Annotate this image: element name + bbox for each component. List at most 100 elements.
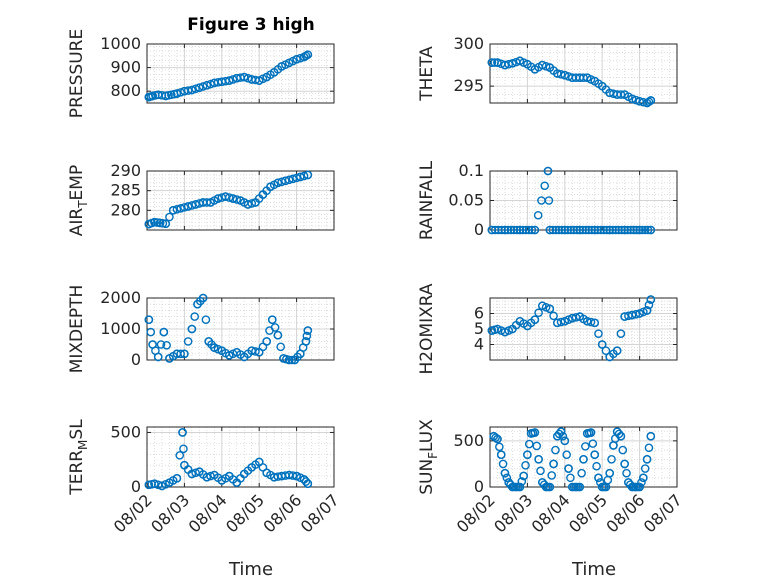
data-marker xyxy=(640,464,650,473)
data-marker xyxy=(618,445,628,455)
data-marker xyxy=(545,304,555,314)
data-marker xyxy=(191,84,200,94)
data-marker xyxy=(159,327,169,337)
data-marker xyxy=(560,436,570,446)
data-series xyxy=(487,56,656,108)
data-marker xyxy=(178,428,187,437)
y-tick-label: 500 xyxy=(110,422,141,441)
x-tick-label: 08/02 xyxy=(110,490,156,536)
data-marker xyxy=(150,217,159,227)
data-marker xyxy=(202,81,212,90)
data-marker xyxy=(541,62,551,71)
data-marker xyxy=(161,91,170,101)
data-marker xyxy=(187,469,197,479)
data-marker xyxy=(534,308,543,318)
data-marker xyxy=(176,204,185,213)
data-series xyxy=(144,293,313,365)
data-marker xyxy=(530,64,540,74)
data-marker xyxy=(251,347,260,356)
data-marker xyxy=(551,445,560,455)
data-marker xyxy=(487,326,497,335)
data-marker xyxy=(533,210,543,220)
data-marker xyxy=(556,317,566,327)
data-marker xyxy=(236,196,245,205)
data-marker xyxy=(144,92,154,102)
data-marker xyxy=(198,82,208,91)
data-series xyxy=(144,428,313,491)
data-marker xyxy=(276,342,286,352)
data-marker xyxy=(224,76,234,85)
data-marker xyxy=(144,480,154,490)
data-marker xyxy=(202,472,212,482)
data-marker xyxy=(521,225,531,235)
data-marker xyxy=(217,476,227,485)
y-axis-label: AIRTEMP xyxy=(67,165,90,236)
plot-area xyxy=(147,427,334,487)
data-marker xyxy=(637,478,646,487)
data-marker xyxy=(575,225,585,235)
data-marker xyxy=(578,225,588,235)
data-marker xyxy=(301,477,311,486)
data-marker xyxy=(530,225,540,235)
data-marker xyxy=(284,58,294,68)
data-marker xyxy=(594,473,603,483)
y-tick-label: 1000 xyxy=(100,34,141,53)
y-tick-label: 5 xyxy=(474,319,484,338)
data-marker xyxy=(202,198,212,207)
data-marker xyxy=(562,450,571,459)
data-marker xyxy=(614,429,624,439)
data-series xyxy=(487,166,656,235)
data-marker xyxy=(487,58,497,67)
data-marker xyxy=(213,194,223,203)
data-marker xyxy=(538,60,547,70)
x-tick-label: 08/03 xyxy=(490,490,536,536)
data-marker xyxy=(301,337,311,346)
data-marker xyxy=(521,461,530,470)
data-marker xyxy=(635,309,644,318)
data-marker xyxy=(608,225,617,235)
x-tick-label: 08/04 xyxy=(528,490,574,536)
data-marker xyxy=(612,346,622,356)
data-marker xyxy=(563,225,573,235)
data-marker xyxy=(556,427,566,436)
data-marker xyxy=(302,331,312,341)
data-marker xyxy=(622,468,631,478)
data-marker xyxy=(538,301,547,311)
y-axis-label: THETA xyxy=(417,46,437,102)
data-marker xyxy=(631,95,641,105)
data-marker xyxy=(262,72,271,82)
data-marker xyxy=(582,73,592,83)
data-marker xyxy=(493,434,502,444)
data-marker xyxy=(602,225,611,235)
data-marker xyxy=(532,441,542,451)
y-tick-label: 6 xyxy=(474,304,484,323)
data-marker xyxy=(292,173,301,183)
data-marker xyxy=(247,199,257,208)
data-marker xyxy=(493,58,502,67)
data-marker xyxy=(195,83,204,92)
y-tick-label: 0.1 xyxy=(459,161,484,180)
data-marker xyxy=(190,312,199,321)
data-marker xyxy=(632,225,641,235)
chart-panel-mixdepth: 0 1000 2000 MIXDEPTH xyxy=(67,285,335,373)
data-marker xyxy=(518,225,528,235)
data-marker xyxy=(239,72,249,82)
x-tick-label: 08/03 xyxy=(147,490,193,536)
data-marker xyxy=(172,205,182,214)
data-marker xyxy=(144,315,154,325)
y-tick-label: 280 xyxy=(110,200,141,219)
y-tick-label: 500 xyxy=(453,431,484,450)
data-marker xyxy=(500,468,510,478)
data-marker xyxy=(616,431,626,441)
data-marker xyxy=(277,62,286,71)
data-marker xyxy=(153,352,163,362)
x-axis-label-right: Time xyxy=(571,559,616,580)
data-marker xyxy=(524,225,534,235)
data-marker xyxy=(584,225,594,235)
x-tick-label: 08/07 xyxy=(297,490,343,536)
data-marker xyxy=(557,225,567,235)
data-marker xyxy=(575,312,585,321)
data-marker xyxy=(500,327,510,337)
data-marker xyxy=(292,471,301,481)
data-marker xyxy=(547,471,557,480)
